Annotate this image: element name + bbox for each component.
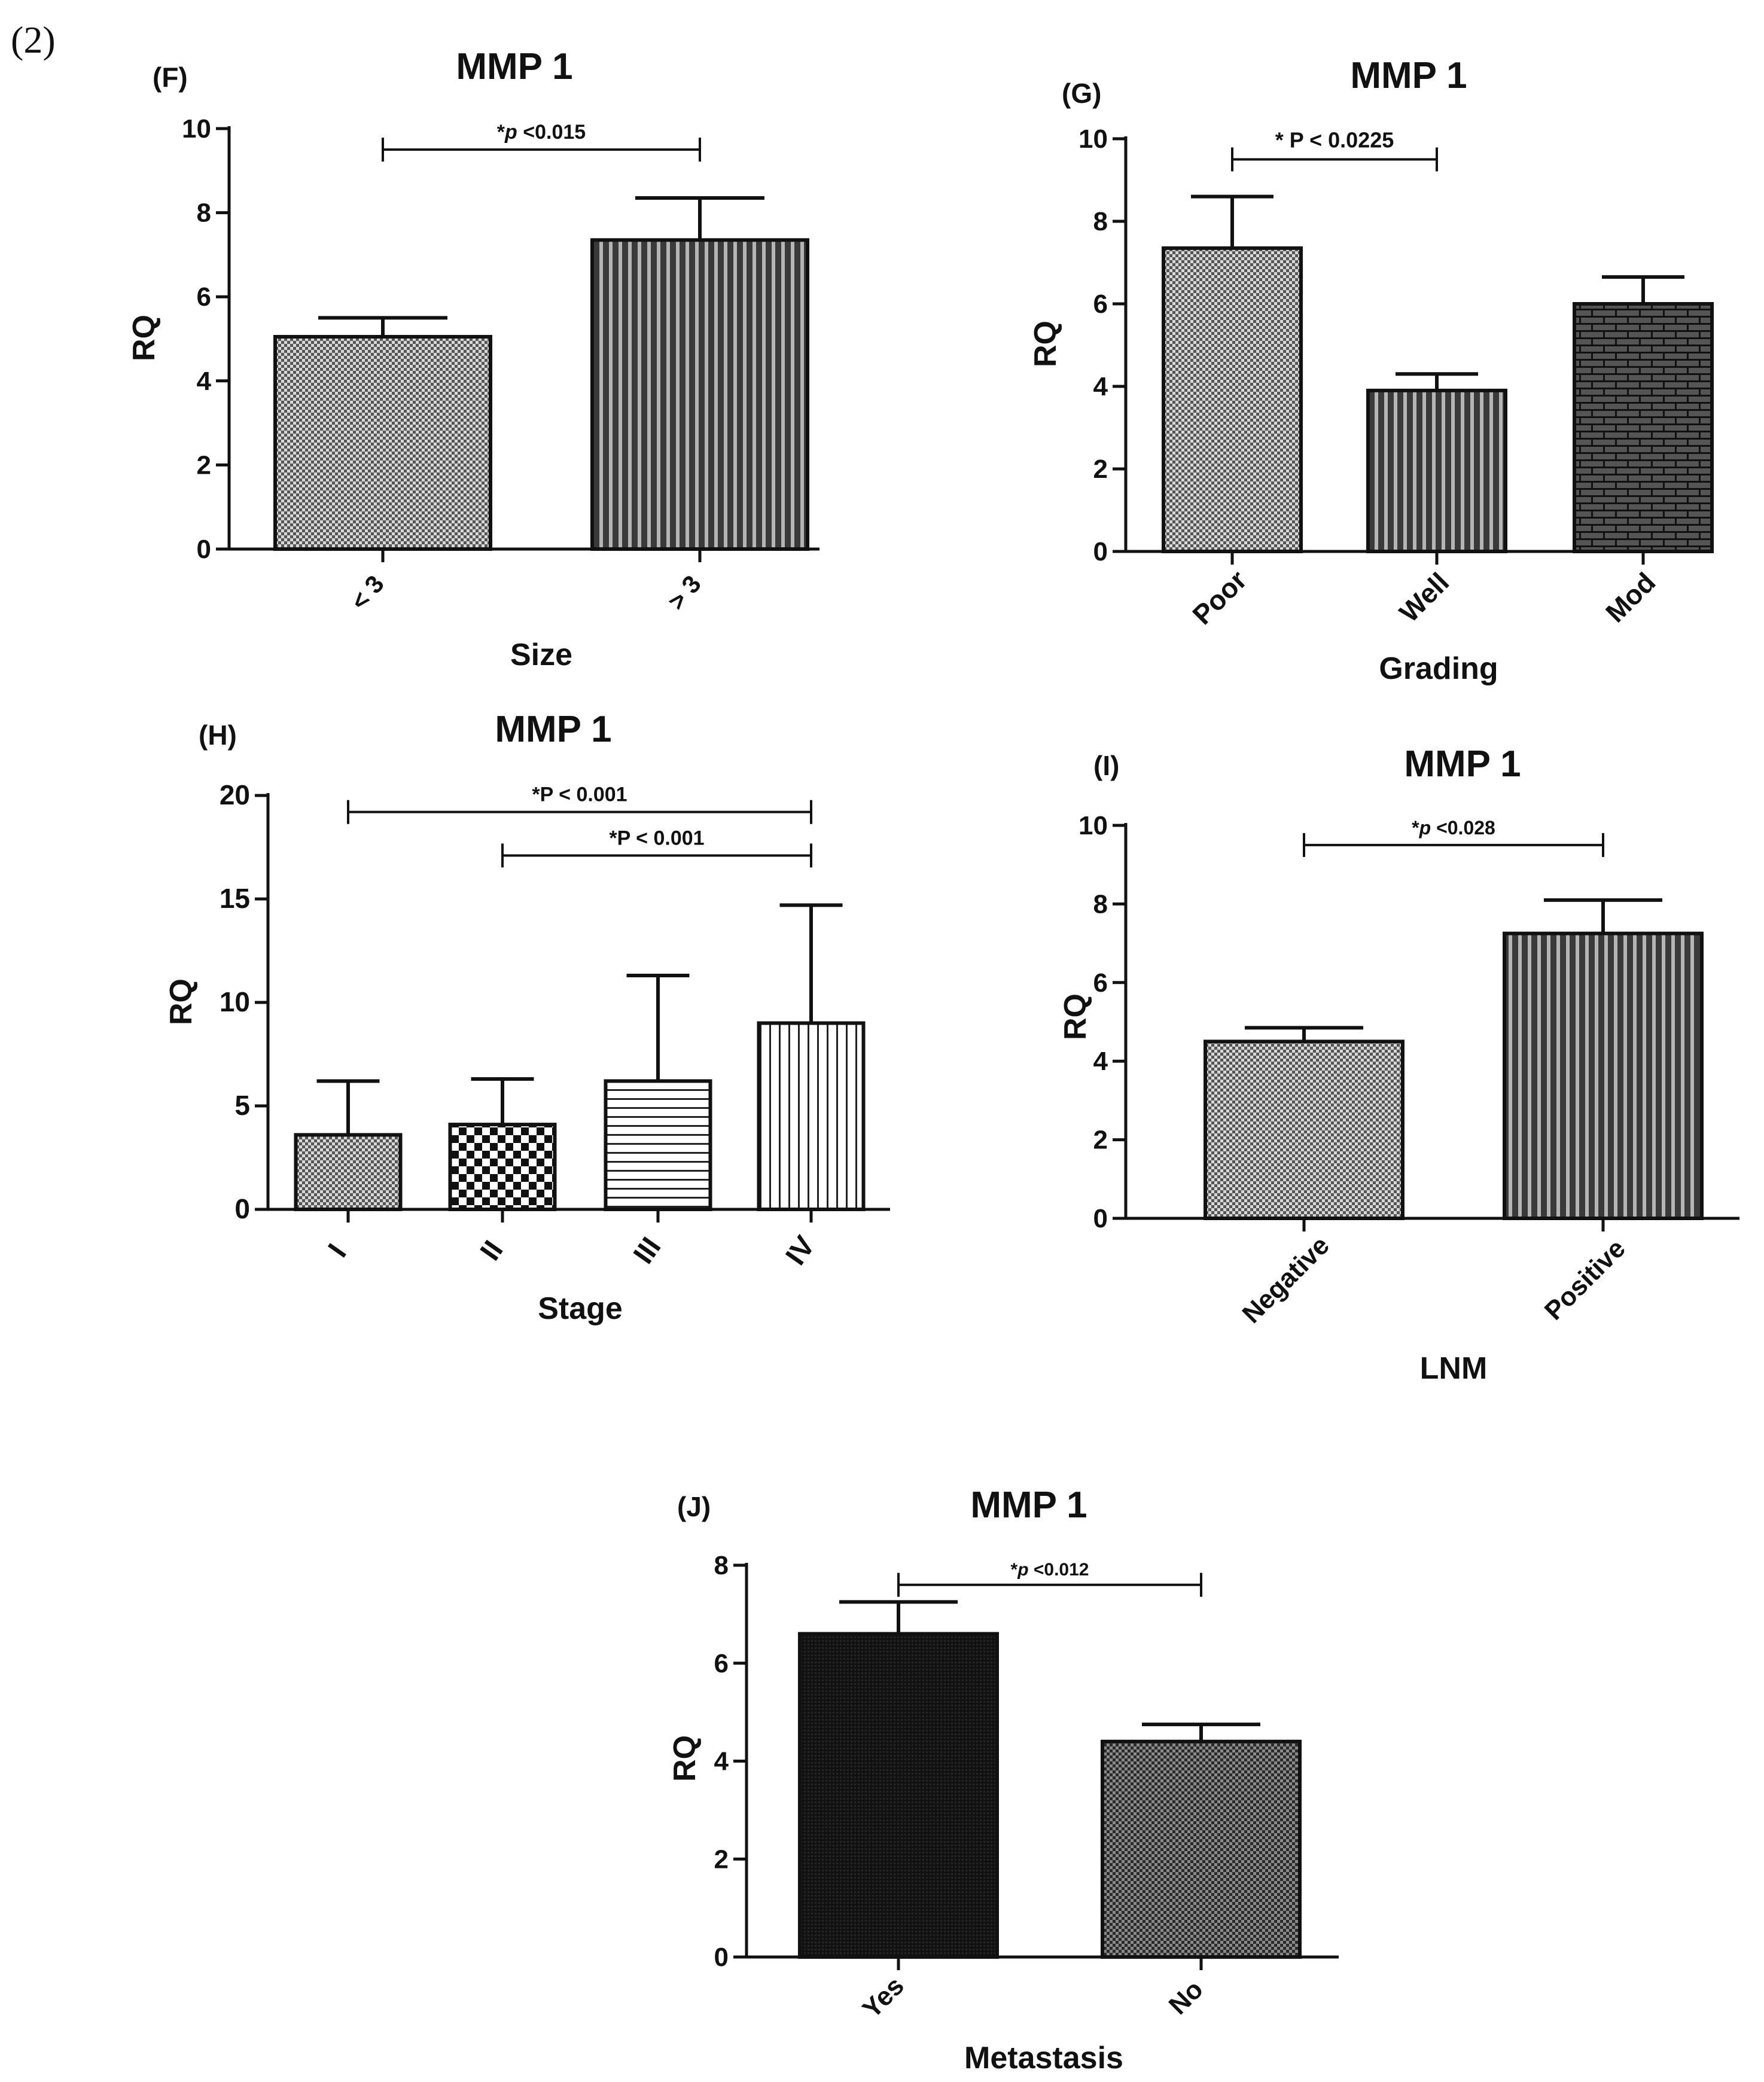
- y-axis-label: RQ: [1058, 993, 1093, 1040]
- y-tick-label: 8: [1093, 207, 1108, 236]
- significance-label: *P < 0.001: [609, 827, 704, 849]
- x-tick-label: Mod: [1600, 566, 1662, 629]
- bar: [757, 1021, 866, 1211]
- x-axis-label: Size: [510, 638, 572, 672]
- chart-title: MMP 1: [1404, 743, 1521, 785]
- x-axis-label: LNM: [1420, 1351, 1488, 1386]
- y-tick-label: 2: [197, 450, 211, 480]
- y-tick-label: 10: [220, 986, 250, 1017]
- bar: [1204, 1040, 1405, 1220]
- y-tick-label: 0: [197, 535, 211, 564]
- x-tick-label: III: [627, 1232, 667, 1270]
- chart-title: MMP 1: [970, 1484, 1087, 1526]
- significance-label: * P < 0.0225: [1275, 128, 1394, 153]
- x-tick-label: > 3: [662, 570, 706, 615]
- bar: [590, 238, 809, 551]
- bar: [604, 1079, 712, 1211]
- y-tick-label: 6: [714, 1649, 729, 1678]
- x-tick-label: II: [474, 1235, 510, 1266]
- panel-label: (G): [1062, 78, 1101, 109]
- bar: [1162, 246, 1303, 553]
- y-tick-label: 8: [1093, 889, 1108, 919]
- y-axis-label: RQ: [668, 1735, 702, 1782]
- x-axis-label: Grading: [1379, 651, 1498, 686]
- y-tick-label: 4: [1093, 372, 1108, 401]
- y-tick-label: 6: [1093, 968, 1108, 998]
- bar: [1101, 1739, 1302, 1959]
- y-tick-label: 0: [234, 1193, 250, 1224]
- y-tick-label: 2: [1093, 455, 1108, 484]
- bar: [1366, 388, 1507, 554]
- chart-panel-5: (J) MMP 1 0 2 4 6 8 RQ Yes No Metastasis *p <0.012: [668, 1484, 1339, 2075]
- y-tick-label: 0: [1093, 537, 1108, 566]
- x-tick-label: < 3: [345, 570, 389, 615]
- x-tick-label: Poor: [1186, 564, 1253, 630]
- x-axis-label: Stage: [538, 1291, 623, 1326]
- bar: [448, 1123, 557, 1212]
- bar: [294, 1133, 403, 1211]
- y-axis-label: RQ: [164, 978, 199, 1025]
- chart-panel-1: (F) MMP 1 0 2 4 6 8 10 RQ < 3 > 3 Size *p <0.015: [127, 46, 819, 672]
- significance-label: *p <0.028: [1412, 817, 1495, 839]
- significance-label: *p <0.012: [1011, 1560, 1089, 1580]
- x-tick-label: Yes: [857, 1971, 910, 2024]
- y-tick-label: 4: [714, 1747, 729, 1776]
- y-tick-label: 0: [714, 1943, 729, 1972]
- y-tick-label: 8: [197, 199, 211, 228]
- bar: [1503, 931, 1704, 1221]
- bar: [798, 1632, 999, 1959]
- bar: [1573, 302, 1714, 553]
- significance-label: *P < 0.001: [532, 784, 627, 806]
- x-tick-label: No: [1163, 1975, 1209, 2020]
- y-tick-label: 0: [1093, 1204, 1108, 1233]
- panel-label: (J): [677, 1491, 711, 1522]
- y-tick-label: 2: [714, 1845, 729, 1874]
- chart-title: MMP 1: [495, 709, 611, 750]
- y-tick-label: 10: [1078, 811, 1108, 840]
- significance-label: *p <0.015: [497, 121, 586, 144]
- chart-title: MMP 1: [1350, 55, 1467, 96]
- y-tick-label: 20: [220, 779, 250, 810]
- x-tick-label: Well: [1393, 566, 1455, 628]
- x-tick-label: I: [322, 1238, 353, 1263]
- y-axis-label: RQ: [127, 315, 162, 361]
- y-tick-label: 4: [1093, 1047, 1108, 1076]
- panel-label: (F): [153, 62, 188, 93]
- chart-title: MMP 1: [456, 46, 572, 87]
- bar: [273, 334, 492, 551]
- x-axis-label: Metastasis: [964, 2041, 1123, 2075]
- y-tick-label: 6: [197, 282, 211, 312]
- chart-panel-2: (G) MMP 1 0 2 4 6 8 10 RQ Poor Well Mod Grading * P <…: [1028, 55, 1714, 686]
- y-tick-label: 15: [220, 883, 250, 914]
- y-tick-label: 6: [1093, 289, 1108, 319]
- panel-label: (H): [199, 720, 237, 751]
- y-tick-label: 8: [714, 1551, 729, 1580]
- y-tick-label: 10: [1078, 124, 1108, 154]
- chart-panel-4: (I) MMP 1 0 2 4 6 8 10 RQ Negative Positive LNM *p <…: [1058, 743, 1739, 1386]
- y-tick-label: 10: [182, 114, 211, 144]
- y-axis-label: RQ: [1028, 321, 1063, 367]
- x-tick-label: Negative: [1237, 1231, 1335, 1329]
- y-tick-label: 4: [197, 367, 212, 396]
- figure-label: (2): [11, 19, 56, 61]
- x-tick-label: IV: [780, 1230, 821, 1271]
- y-tick-label: 5: [234, 1090, 250, 1121]
- y-tick-label: 2: [1093, 1126, 1108, 1155]
- x-tick-label: Positive: [1539, 1234, 1631, 1326]
- panel-label: (I): [1093, 750, 1119, 781]
